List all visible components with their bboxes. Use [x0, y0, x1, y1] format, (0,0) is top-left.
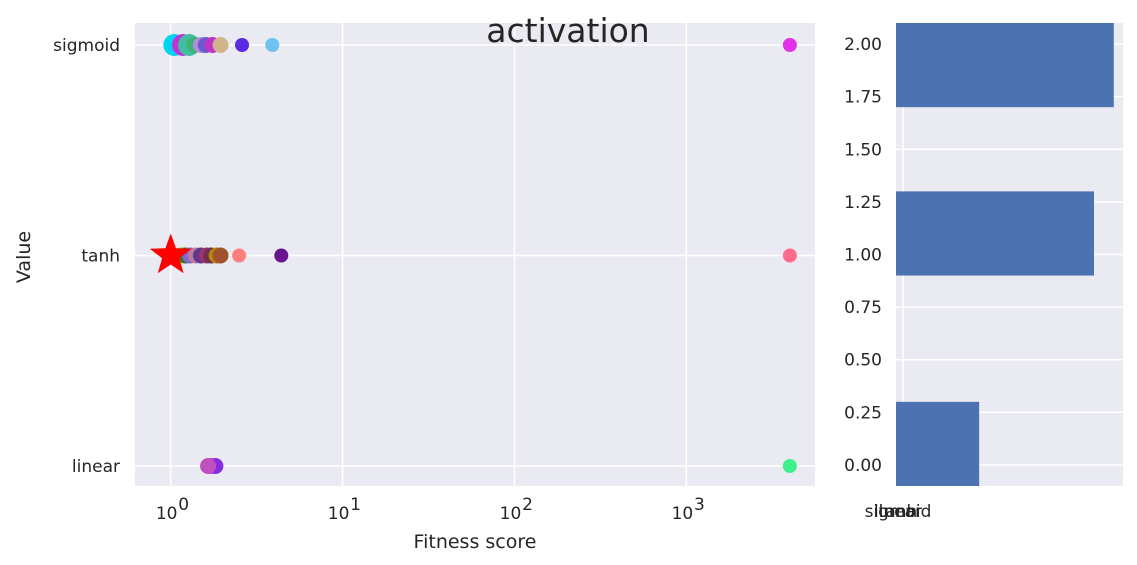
scatter-x-tick-label: 10 — [500, 504, 522, 524]
scatter-x-tick-label: 10 — [672, 504, 694, 524]
scatter-point — [232, 248, 247, 263]
scatter-y-tick-tanh: tanh — [81, 247, 120, 267]
chart-title: activation — [486, 11, 649, 50]
bar-y-tick-label: 0.50 — [844, 351, 882, 371]
scatter-x-tick-labels: 10 0 10 1 10 2 10 3 — [156, 495, 705, 524]
bar-y-tick-label: 1.25 — [844, 193, 882, 213]
scatter-point — [235, 38, 250, 52]
scatter-x-tick-label: 10 — [156, 504, 178, 524]
bar-y-tick-labels: 0.00 0.25 0.50 0.75 1.00 1.25 1.50 1.75 2.00 — [844, 35, 882, 476]
scatter-gridlines — [135, 23, 815, 486]
bar-y-tick-label: 1.00 — [844, 246, 882, 266]
bar-linear — [896, 401, 980, 486]
scatter-point — [212, 247, 229, 264]
y-axis-label: Value — [13, 231, 35, 283]
scatter-x-tick-exponent: 2 — [522, 495, 533, 515]
best-score-star — [149, 233, 192, 274]
bar-bars — [896, 23, 1114, 486]
bar-x-tick-sigmoid: sigmoid — [865, 502, 932, 522]
bar-y-tick-label: 0.00 — [844, 456, 882, 476]
x-axis-label: Fitness score — [414, 531, 537, 553]
bar-y-tick-label: 0.75 — [844, 298, 882, 318]
bar-x-tick-tanh: tanh — [879, 502, 918, 522]
scatter-point — [274, 248, 289, 263]
bar-y-tick-label: 1.50 — [844, 140, 882, 160]
scatter-point — [782, 38, 797, 52]
bar-y-tick-label: 1.75 — [844, 88, 882, 108]
scatter-x-tick-exponent: 1 — [350, 495, 361, 515]
scatter-point — [782, 459, 797, 473]
scatter-point — [200, 458, 217, 474]
scatter-points — [149, 34, 797, 474]
scatter-x-tick-exponent: 3 — [694, 495, 705, 515]
scatter-y-tick-sigmoid: sigmoid — [53, 36, 120, 56]
scatter-point — [782, 248, 797, 263]
scatter-point — [212, 37, 229, 53]
bar-x-tick-linear: linear — [874, 502, 922, 522]
scatter-point — [265, 38, 280, 52]
scatter-plot-area — [135, 23, 815, 486]
bar-y-tick-label: 0.25 — [844, 403, 882, 423]
scatter-x-tick-label: 10 — [328, 504, 350, 524]
bar-sigmoid — [896, 23, 1114, 108]
bar-y-tick-label: 2.00 — [844, 35, 882, 55]
scatter-x-tick-exponent: 0 — [178, 495, 189, 515]
scatter-y-tick-linear: linear — [72, 457, 120, 477]
scatter-y-tick-labels: sigmoid tanh linear — [53, 36, 120, 477]
bar-tanh — [896, 191, 1094, 276]
